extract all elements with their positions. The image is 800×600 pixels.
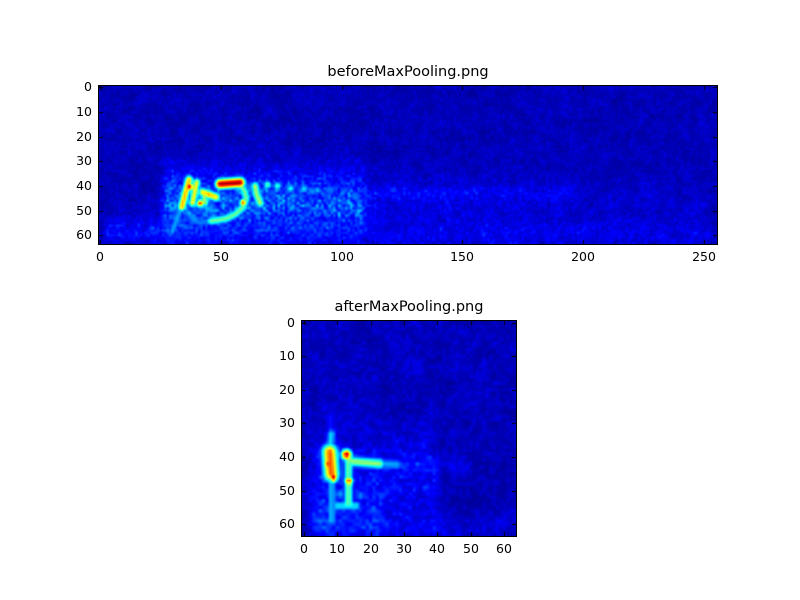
x-tick-label: 250 bbox=[692, 249, 716, 264]
x-tick-label: 10 bbox=[329, 541, 345, 556]
x-tick-label: 0 bbox=[300, 541, 308, 556]
y-tick-label: 0 bbox=[84, 78, 92, 94]
y-tick-label: 40 bbox=[76, 177, 92, 193]
y-tick-label: 60 bbox=[76, 226, 92, 242]
x-tick-label: 150 bbox=[450, 249, 474, 264]
axes-after-maxpooling: afterMaxPooling.png 0 10 20 30 40 50 60 0 10 20 30… bbox=[279, 299, 517, 555]
x-tick-label: 50 bbox=[463, 541, 479, 556]
heatmap-after-maxpooling bbox=[302, 321, 516, 536]
plot-title-after: afterMaxPooling.png bbox=[334, 299, 484, 316]
y-tick-label: 40 bbox=[279, 448, 295, 464]
y-tick-label: 30 bbox=[76, 152, 92, 168]
x-tick-label: 100 bbox=[330, 249, 354, 264]
x-tick-label: 60 bbox=[496, 541, 512, 556]
y-tick-label: 60 bbox=[279, 515, 295, 531]
y-tick-label: 0 bbox=[287, 314, 295, 330]
y-tick-label: 50 bbox=[76, 202, 92, 218]
x-tick-label: 0 bbox=[96, 249, 104, 264]
x-tick-label: 50 bbox=[213, 249, 229, 264]
x-tick-label: 200 bbox=[571, 249, 595, 264]
y-tick-label: 10 bbox=[76, 103, 92, 119]
y-tick-label: 10 bbox=[279, 347, 295, 363]
y-tick-label: 20 bbox=[279, 381, 295, 397]
x-tick-label: 40 bbox=[429, 541, 445, 556]
heatmap-before-maxpooling bbox=[99, 86, 717, 244]
plot-title-before: beforeMaxPooling.png bbox=[327, 64, 489, 81]
y-tick-label: 50 bbox=[279, 482, 295, 498]
x-tick-label: 20 bbox=[363, 541, 379, 556]
axes-before-maxpooling: beforeMaxPooling.png 0 50 100 150 200 250 0 10 2… bbox=[76, 64, 718, 263]
y-tick-label: 30 bbox=[279, 414, 295, 430]
y-tick-label: 20 bbox=[76, 128, 92, 144]
x-tick-label: 30 bbox=[396, 541, 412, 556]
